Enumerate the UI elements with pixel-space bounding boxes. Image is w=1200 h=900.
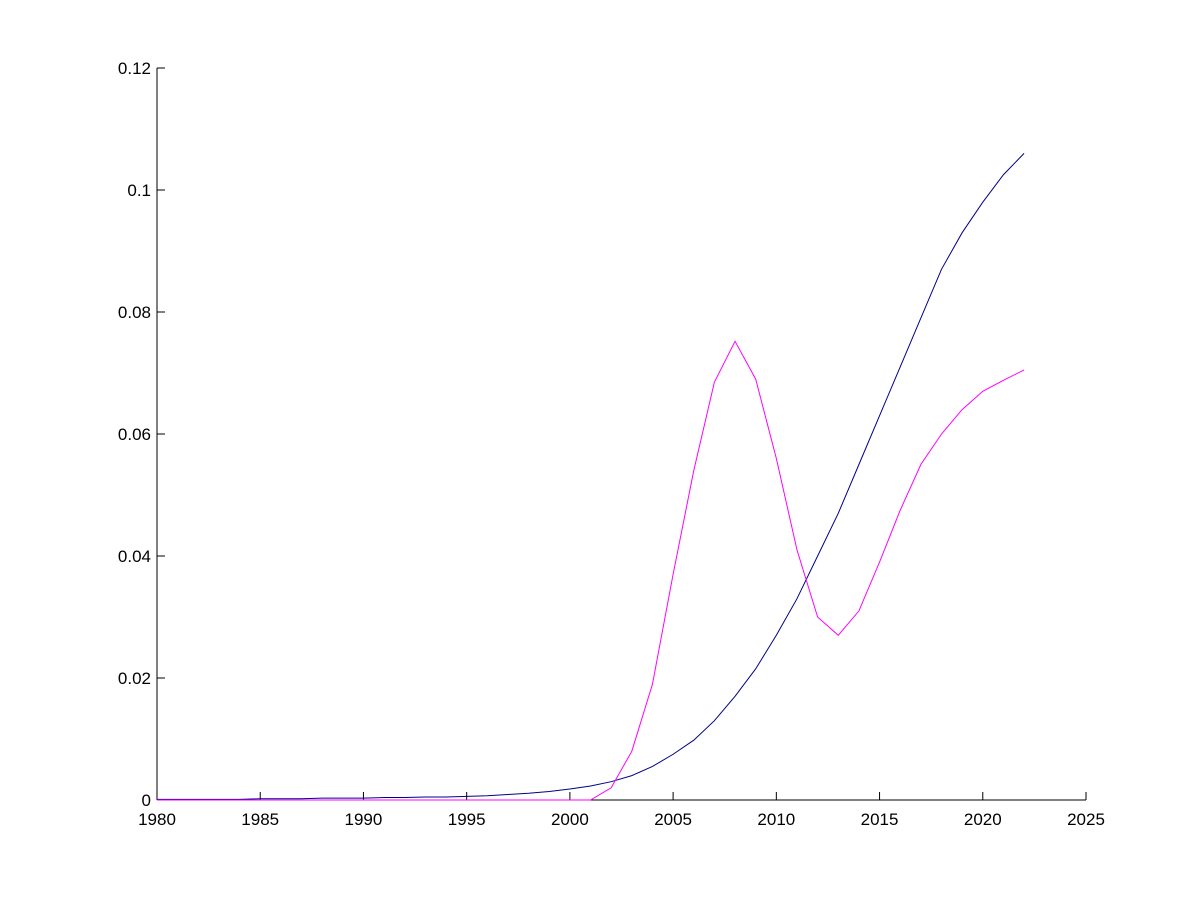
y-tick-label: 0.02 xyxy=(118,669,151,688)
y-tick-label: 0.12 xyxy=(118,59,151,78)
x-tick-label: 2005 xyxy=(654,810,692,829)
line-series xyxy=(157,340,1025,801)
y-tick-label: 0.08 xyxy=(118,303,151,322)
x-tick-label: 2000 xyxy=(551,810,589,829)
y-tick-label: 0.04 xyxy=(118,547,151,566)
y-tick-label: 0.1 xyxy=(127,181,151,200)
y-tick-label: 0 xyxy=(142,791,151,810)
y-tick-label: 0.06 xyxy=(118,425,151,444)
x-tick-label: 2025 xyxy=(1067,810,1105,829)
x-tick-label: 1995 xyxy=(448,810,486,829)
x-tick-label: 2015 xyxy=(861,810,899,829)
x-tick-label: 2010 xyxy=(757,810,795,829)
x-tick-label: 2020 xyxy=(964,810,1002,829)
x-tick-label: 1985 xyxy=(241,810,279,829)
x-tick-label: 1980 xyxy=(138,810,176,829)
x-tick-label: 1990 xyxy=(345,810,383,829)
line-series xyxy=(157,153,1025,800)
